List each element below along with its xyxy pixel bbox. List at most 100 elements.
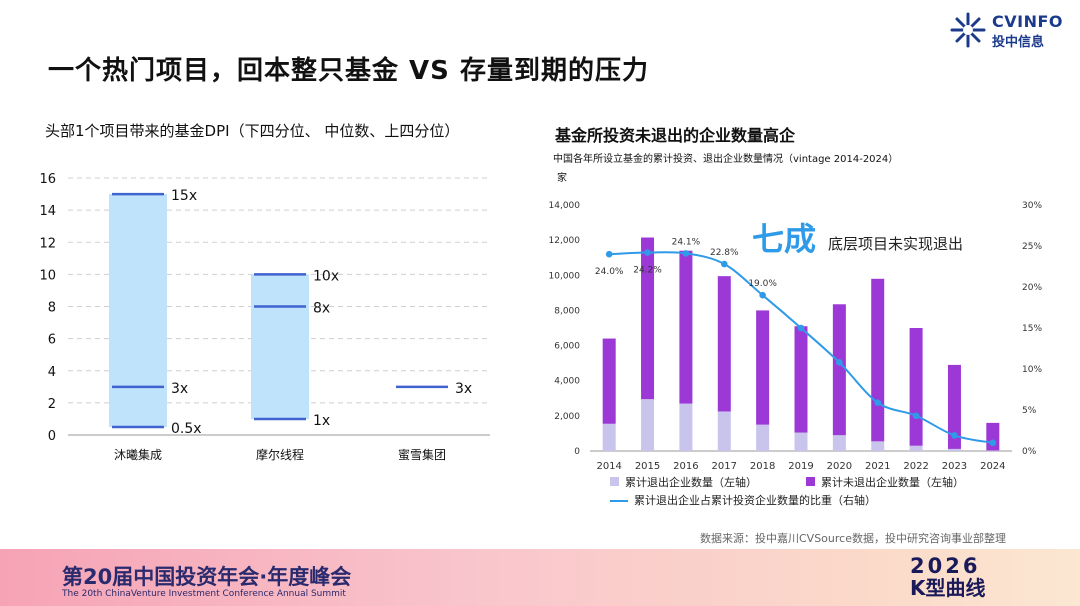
left-y-tick-label: 6 <box>48 333 56 348</box>
right-chart-subtitle: 中国各年所设立基金的累计投资、退出企业数量情况（vintage 2014-202… <box>553 154 899 165</box>
ratio-point <box>605 250 613 258</box>
legend-ratio: 累计退出企业占累计投资企业数量的比重（右轴） <box>610 492 876 508</box>
bar-unexited <box>909 328 923 446</box>
unexited-companies-chart: 家 0 2,000 4,000 6,000 8,000 10,000 12,000 14,000… <box>549 171 1043 472</box>
dpi-mark-label: 15x <box>171 188 197 204</box>
bar-exited <box>986 450 1000 451</box>
ratio-point <box>989 439 997 447</box>
logo-text-en: CVINFO <box>992 12 1063 31</box>
logo-text-cn: 投中信息 <box>992 35 1045 50</box>
bar-unexited <box>986 422 1000 451</box>
cvinfo-logo: CVINFO 投中信息 <box>948 10 1068 50</box>
ratio-point <box>720 260 728 268</box>
bar-exited <box>717 411 731 451</box>
right-right-axis-tick: 15% <box>1022 324 1042 334</box>
ratio-point <box>682 250 690 257</box>
left-y-tick-label: 2 <box>48 397 56 412</box>
dpi-mark-label: 10x <box>313 268 339 284</box>
bar-exited <box>602 423 616 451</box>
bar-unexited <box>679 250 693 404</box>
right-x-tick-label: 2024 <box>980 461 1005 472</box>
footer-brand: 2026 K型曲线 <box>910 555 986 599</box>
dpi-mark-label: 0.5x <box>171 421 202 437</box>
right-left-axis-tick: 14,000 <box>549 201 581 211</box>
bar-exited <box>832 435 846 451</box>
left-y-tick-label: 8 <box>48 301 56 316</box>
right-x-tick-label: 2014 <box>596 461 621 472</box>
legend-swatch-exited <box>610 477 619 486</box>
right-right-axis-tick: 10% <box>1022 365 1042 375</box>
dpi-mark-label: 1x <box>313 413 330 429</box>
ratio-data-label: 22.8% <box>710 248 739 258</box>
bar-unexited <box>871 278 885 442</box>
dpi-range-box <box>109 194 167 427</box>
legend-label-exited: 累计退出企业数量（左轴） <box>625 476 757 489</box>
footer-banner: 第20届中国投资年会·年度峰会 The 20th ChinaVenture In… <box>0 549 1080 606</box>
annotation-text: 底层项目未实现退出 <box>828 235 964 253</box>
bar-unexited <box>794 326 808 433</box>
ratio-data-label: 24.1% <box>672 237 701 247</box>
dpi-mark-label: 3x <box>171 381 188 397</box>
starburst-logo-icon <box>950 12 986 48</box>
left-category-label: 蜜雪集团 <box>398 447 446 462</box>
bar-exited <box>794 432 808 451</box>
bar-exited <box>947 448 961 451</box>
legend-swatch-unexited <box>806 477 815 486</box>
bar-unexited <box>641 237 655 400</box>
ratio-data-label: 19.0% <box>748 279 777 289</box>
data-source: 数据来源：投中嘉川CVSource数据，投中研究咨询事业部整理 <box>700 532 1006 545</box>
bar-exited <box>756 424 770 451</box>
footer-subtitle: The 20th ChinaVenture Investment Confere… <box>62 589 346 599</box>
right-y-unit-label: 家 <box>557 171 567 184</box>
right-x-tick-label: 2020 <box>827 461 852 472</box>
left-y-tick-label: 16 <box>39 172 56 187</box>
right-left-axis-tick: 12,000 <box>549 236 581 246</box>
ratio-point <box>644 249 651 256</box>
left-y-tick-label: 14 <box>39 204 56 219</box>
right-x-tick-label: 2019 <box>788 461 813 472</box>
legend-unexited: 累计未退出企业数量（左轴） <box>806 474 964 490</box>
dpi-mark-label: 3x <box>455 381 472 397</box>
right-right-axis-tick: 0% <box>1022 447 1037 457</box>
right-x-tick-label: 2021 <box>865 461 890 472</box>
bar-exited <box>871 441 885 451</box>
bar-unexited <box>717 276 731 412</box>
right-chart-title: 基金所投资未退出的企业数量高企 <box>555 126 796 145</box>
footer-brand-year: 2026 <box>910 554 981 578</box>
ratio-data-label: 24.0% <box>595 267 624 277</box>
right-left-axis-tick: 2,000 <box>554 412 580 422</box>
right-x-tick-label: 2016 <box>673 461 698 472</box>
left-y-tick-label: 4 <box>48 365 56 380</box>
bar-unexited <box>602 338 616 424</box>
ratio-point <box>797 324 805 332</box>
footer-brand-name: K型曲线 <box>910 576 986 600</box>
ratio-point <box>759 291 766 299</box>
bar-exited <box>641 399 655 451</box>
right-right-axis-tick: 25% <box>1022 242 1042 252</box>
left-y-tick-label: 10 <box>39 268 56 283</box>
bar-exited <box>679 403 693 451</box>
right-x-tick-label: 2023 <box>942 461 967 472</box>
right-left-axis-tick: 8,000 <box>554 306 580 316</box>
ratio-point <box>836 359 843 366</box>
bar-unexited <box>832 304 846 436</box>
right-right-axis-tick: 5% <box>1022 406 1037 416</box>
ratio-point <box>912 412 920 420</box>
right-x-tick-label: 2022 <box>903 461 928 472</box>
dpi-range-chart: 0 2 4 6 8 10 12 14 16 15x 3x 0.5x 沐曦集成 10x 8x 1x 摩尔线程 3x 蜜… <box>39 172 490 462</box>
legend-label-ratio: 累计退出企业占累计投资企业数量的比重（右轴） <box>634 494 876 507</box>
left-category-label: 沐曦集成 <box>114 447 162 462</box>
legend-label-unexited: 累计未退出企业数量（左轴） <box>821 476 964 489</box>
right-left-axis-tick: 10,000 <box>549 271 581 281</box>
right-right-axis-tick: 20% <box>1022 283 1042 293</box>
ratio-point <box>951 432 958 439</box>
ratio-data-label: 24.2% <box>633 266 662 276</box>
right-left-axis-tick: 6,000 <box>554 342 580 352</box>
bar-exited <box>909 445 923 451</box>
right-x-tick-label: 2017 <box>712 461 737 472</box>
ratio-point <box>874 399 882 406</box>
left-chart-title: 头部1个项目带来的基金DPI（下四分位、 中位数、上四分位） <box>45 122 460 140</box>
legend-exited: 累计退出企业数量（左轴） <box>610 474 757 490</box>
right-left-axis-tick: 4,000 <box>554 377 580 387</box>
legend-swatch-ratio <box>610 500 628 502</box>
